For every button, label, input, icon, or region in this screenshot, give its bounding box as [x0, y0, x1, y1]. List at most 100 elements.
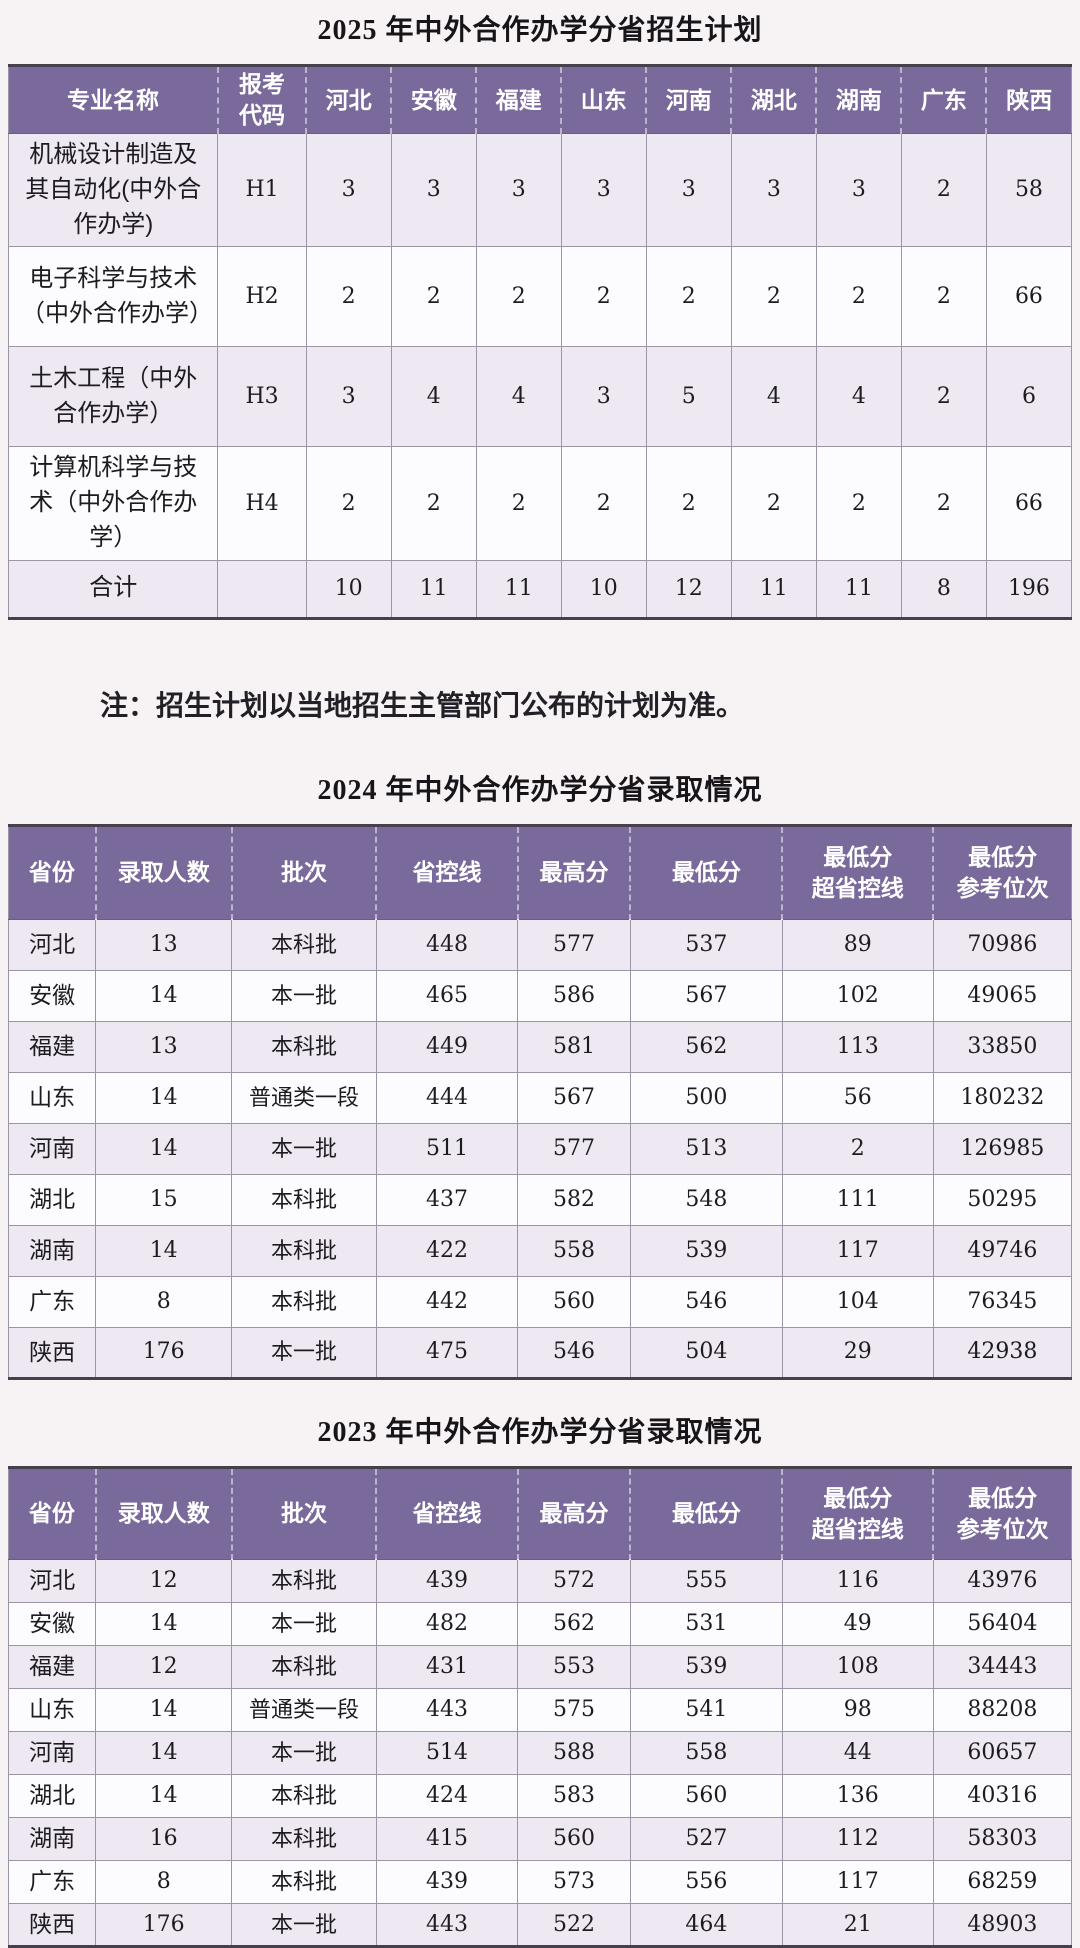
table-row: 河北 12 本科批 439 572 555 116 43976: [7, 1558, 1073, 1603]
table-cell: 4: [815, 346, 902, 448]
table-cell: 12: [645, 559, 732, 619]
table-cell: 482: [375, 1601, 519, 1646]
table-cell: 415: [375, 1816, 519, 1861]
table-cell: 本一批: [231, 1730, 377, 1775]
table-cell: 76345: [932, 1275, 1073, 1328]
table-cell: 本一批: [231, 1601, 377, 1646]
table-cell: 513: [629, 1122, 783, 1175]
column-header-min-rank: 最低分 参考位次: [933, 1467, 1072, 1560]
table-cell: 2: [305, 446, 392, 561]
table-cell: 180232: [932, 1071, 1073, 1124]
table-cell: 5: [645, 346, 732, 448]
table-cell: 29: [781, 1326, 934, 1379]
table-cell: 541: [629, 1687, 783, 1732]
table-cell: 2: [475, 246, 562, 348]
plan-2025-table: 专业名称 报考 代码 河北 安徽 福建 山东 河南 湖北 湖南 广东 陕西 机械…: [7, 64, 1073, 620]
table-cell: 11: [730, 559, 817, 619]
table-cell: 443: [375, 1902, 519, 1948]
plan-2025-title: 2025 年中外合作办学分省招生计划: [317, 15, 763, 46]
table-cell: 448: [375, 918, 519, 971]
table-cell: 2: [781, 1122, 934, 1175]
table-cell: 14: [95, 1687, 233, 1732]
table-cell: 126985: [932, 1122, 1073, 1175]
table-cell: 49065: [932, 969, 1073, 1022]
table-row: 湖南 14 本科批 422 558 539 117 49746: [7, 1224, 1073, 1277]
column-header-min-score: 最低分: [630, 1467, 784, 1560]
column-header-major: 专业名称: [8, 65, 219, 135]
table-cell: 34443: [932, 1644, 1073, 1689]
table-cell: 58303: [932, 1816, 1073, 1861]
table-cell: 2: [900, 446, 987, 561]
table-row: 河南 14 本一批 511 577 513 2 126985: [7, 1122, 1073, 1175]
table-cell: 537: [629, 918, 783, 971]
table-cell: 12: [95, 1644, 233, 1689]
column-header-province: 省份: [8, 825, 97, 920]
table-cell: 湖北: [7, 1773, 97, 1818]
table-cell: 572: [517, 1558, 631, 1603]
table-cell: 本科批: [231, 918, 377, 971]
table-cell: 4: [475, 346, 562, 448]
column-header-anhui: 安徽: [391, 65, 478, 135]
table-cell: 546: [517, 1326, 631, 1379]
table-cell: 117: [781, 1224, 934, 1277]
header-row: 省份 录取人数 批次 省控线 最高分 最低分 最低分 超省控线 最低分 参考位次: [8, 825, 1072, 920]
table-cell: 511: [375, 1122, 519, 1175]
table-cell: H2: [217, 246, 307, 348]
table-cell: 49: [781, 1601, 934, 1646]
table-cell: 2: [390, 246, 477, 348]
table-cell: 136: [781, 1773, 934, 1818]
table-cell: 464: [629, 1902, 783, 1948]
table-cell: 14: [95, 1730, 233, 1775]
table-cell: 40316: [932, 1773, 1073, 1818]
column-header-hubei: 湖北: [731, 65, 818, 135]
table-cell: 21: [781, 1902, 934, 1948]
column-header-fujian: 福建: [476, 65, 563, 135]
admission-2024-header: 省份 录取人数 批次 省控线 最高分 最低分 最低分 超省控线 最低分 参考位次: [8, 825, 1072, 920]
table-cell: 102: [781, 969, 934, 1022]
table-cell: 504: [629, 1326, 783, 1379]
table-cell: 577: [517, 918, 631, 971]
column-header-shandong: 山东: [561, 65, 648, 135]
table-cell: 2: [645, 246, 732, 348]
table-cell: 442: [375, 1275, 519, 1328]
table-cell: 558: [629, 1730, 783, 1775]
table-cell: 49746: [932, 1224, 1073, 1277]
table-cell: 56404: [932, 1601, 1073, 1646]
table-cell: 11: [390, 559, 477, 619]
table-cell: 2: [900, 246, 987, 348]
table-row: 陕西 176 本一批 443 522 464 21 48903: [7, 1902, 1073, 1948]
plan-2025-header: 专业名称 报考 代码 河北 安徽 福建 山东 河南 湖北 湖南 广东 陕西: [8, 65, 1072, 135]
table-cell: 66: [985, 446, 1073, 561]
table-cell: 527: [629, 1816, 783, 1861]
table-cell: 548: [629, 1173, 783, 1226]
table-cell: 539: [629, 1224, 783, 1277]
admission-2023-header: 省份 录取人数 批次 省控线 最高分 最低分 最低分 超省控线 最低分 参考位次: [8, 1467, 1072, 1560]
table-cell: 3: [305, 346, 392, 448]
column-header-min-score: 最低分: [630, 825, 784, 920]
table-row: 广东 8 本科批 439 573 556 117 68259: [7, 1859, 1073, 1904]
table-cell: 3: [815, 133, 902, 248]
column-header-admitted-count: 录取人数: [95, 825, 233, 920]
table-cell: 2: [560, 246, 647, 348]
table-cell: 2: [390, 446, 477, 561]
table-cell: 4: [730, 346, 817, 448]
column-header-henan: 河南: [646, 65, 733, 135]
table-cell: 48903: [932, 1902, 1073, 1948]
table-cell: 本一批: [231, 1122, 377, 1175]
table-cell: 8: [95, 1275, 233, 1328]
table-cell: 475: [375, 1326, 519, 1379]
table-cell: 437: [375, 1173, 519, 1226]
table-cell: 福建: [7, 1644, 97, 1689]
table-cell: 567: [629, 969, 783, 1022]
table-row: 河北 13 本科批 448 577 537 89 70986: [7, 918, 1073, 971]
table-cell: 土木工程（中外合作办学）: [7, 346, 219, 448]
table-cell: 531: [629, 1601, 783, 1646]
table-cell: 普通类一段: [231, 1687, 377, 1732]
table-cell: 522: [517, 1902, 631, 1948]
table-cell: 11: [475, 559, 562, 619]
table-cell: 3: [645, 133, 732, 248]
table-cell: 机械设计制造及其自动化(中外合作办学): [7, 133, 219, 248]
table-cell: 567: [517, 1071, 631, 1124]
table-cell: 113: [781, 1020, 934, 1073]
table-cell: 本科批: [231, 1558, 377, 1603]
